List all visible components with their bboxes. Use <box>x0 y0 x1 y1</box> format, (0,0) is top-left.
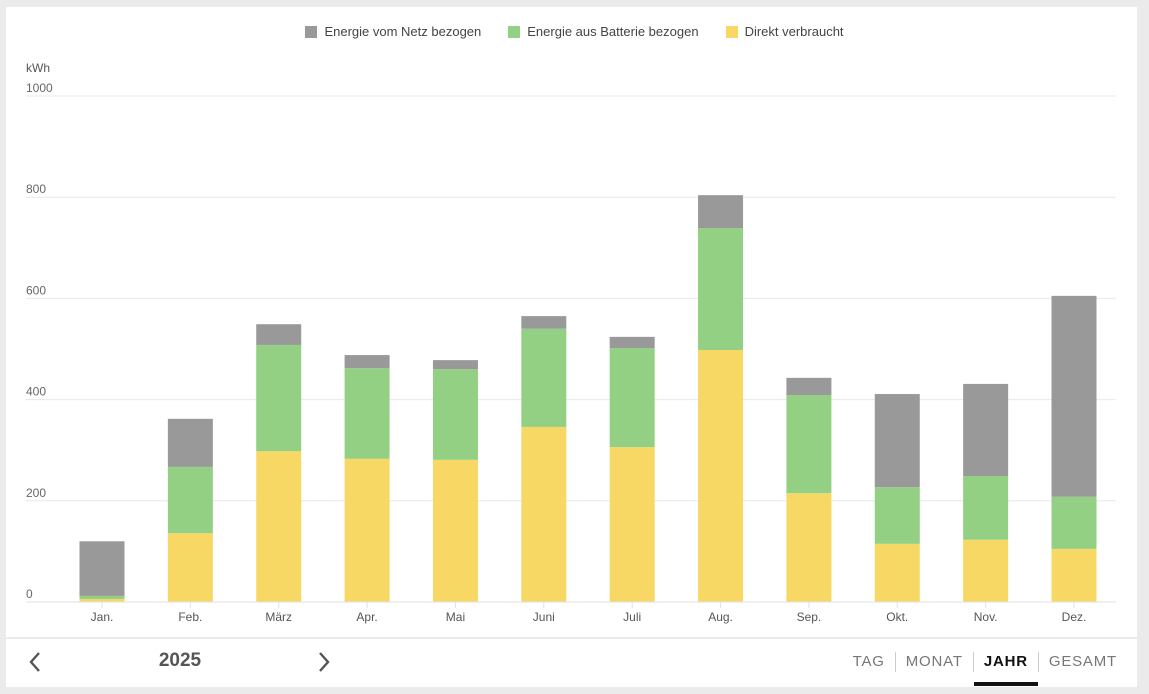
bar-segment[interactable] <box>1051 548 1097 602</box>
bar-segment[interactable] <box>963 476 1009 540</box>
bar-stack[interactable] <box>167 418 213 602</box>
bar-segment[interactable] <box>432 360 478 370</box>
footer-bar <box>6 639 1137 687</box>
bar-stack[interactable] <box>874 394 920 602</box>
legend-label-battery: Energie aus Batterie bezogen <box>527 24 699 39</box>
chevron-right-icon <box>319 652 330 672</box>
bar-segment[interactable] <box>874 543 920 602</box>
bar-segment[interactable] <box>521 316 567 329</box>
legend-swatch-grid <box>305 25 318 38</box>
bar-segment[interactable] <box>167 466 213 534</box>
x-tick-label: Sep. <box>797 610 822 624</box>
bar-stack[interactable] <box>432 360 478 602</box>
bar-segment[interactable] <box>698 228 744 351</box>
tab-divider <box>1037 652 1039 672</box>
x-tick-label: Feb. <box>178 610 202 624</box>
bar-segment[interactable] <box>786 493 832 602</box>
year-label: 2025 <box>158 650 202 671</box>
bar-stack[interactable] <box>79 541 125 602</box>
bar-segment[interactable] <box>1051 295 1097 497</box>
bar-stack[interactable] <box>698 195 744 602</box>
bar-segment[interactable] <box>963 539 1009 602</box>
y-tick-label: 0 <box>26 587 33 601</box>
bar-segment[interactable] <box>432 369 478 460</box>
tab-jahr[interactable]: JAHR <box>973 651 1038 686</box>
tab-gesamt[interactable]: GESAMT <box>1048 653 1117 670</box>
bar-segment[interactable] <box>79 598 125 602</box>
bar-segment[interactable] <box>963 383 1009 477</box>
bar-segment[interactable] <box>167 533 213 602</box>
y-tick-label: 1000 <box>26 81 53 95</box>
chevron-left-icon <box>29 652 40 672</box>
legend-label-grid: Energie vom Netz bezogen <box>324 24 482 39</box>
bar-stack[interactable] <box>609 336 655 602</box>
bar-segment[interactable] <box>344 355 390 369</box>
y-tick-label: 200 <box>26 486 46 500</box>
bar-segment[interactable] <box>79 595 125 599</box>
legend-swatch-battery <box>508 25 521 38</box>
x-tick-label: Nov. <box>974 610 998 624</box>
chart-legend: Energie vom Netz bezogen Energie aus Bat… <box>0 24 1149 39</box>
bar-segment[interactable] <box>786 395 832 494</box>
legend-item-battery[interactable]: Energie aus Batterie bezogen <box>508 24 699 39</box>
bar-stack[interactable] <box>963 383 1009 602</box>
previous-year-button[interactable] <box>24 648 48 676</box>
bar-segment[interactable] <box>698 350 744 602</box>
y-tick-label: 800 <box>26 182 46 196</box>
bar-segment[interactable] <box>874 394 920 488</box>
x-tick-label: März <box>265 610 292 624</box>
bar-segment[interactable] <box>256 451 302 602</box>
bar-segment[interactable] <box>609 447 655 602</box>
bar-segment[interactable] <box>609 347 655 448</box>
x-tick-label: Juni <box>533 610 555 624</box>
period-tabs: TAG MONAT JAHR GESAMT <box>843 651 1127 686</box>
bar-segment[interactable] <box>79 541 125 596</box>
legend-item-grid[interactable]: Energie vom Netz bezogen <box>305 24 481 39</box>
bar-segment[interactable] <box>609 336 655 348</box>
bar-segment[interactable] <box>521 328 567 427</box>
x-tick-label: Jan. <box>91 610 114 624</box>
legend-label-direct: Direkt verbraucht <box>744 24 844 39</box>
bar-segment[interactable] <box>167 418 213 467</box>
bar-segment[interactable] <box>432 459 478 602</box>
bar-stack[interactable] <box>344 355 390 602</box>
bar-segment[interactable] <box>698 195 744 229</box>
bar-segment[interactable] <box>786 377 832 396</box>
bar-stack[interactable] <box>256 324 302 602</box>
next-year-button[interactable] <box>311 648 335 676</box>
bar-segment[interactable] <box>256 344 302 452</box>
tab-tag[interactable]: TAG <box>852 653 885 670</box>
y-tick-label: 600 <box>26 283 46 297</box>
bar-segment[interactable] <box>1051 496 1097 549</box>
tab-divider <box>972 652 974 672</box>
bar-segment[interactable] <box>344 458 390 602</box>
tab-monat[interactable]: MONAT <box>905 653 963 670</box>
legend-swatch-direct <box>725 25 738 38</box>
bar-segment[interactable] <box>874 487 920 544</box>
legend-item-direct[interactable]: Direkt verbraucht <box>725 24 844 39</box>
tab-divider <box>894 652 896 672</box>
x-tick-label: Aug. <box>708 610 733 624</box>
x-tick-label: Apr. <box>356 610 377 624</box>
bar-segment[interactable] <box>256 324 302 345</box>
bar-segment[interactable] <box>344 368 390 459</box>
bar-stack[interactable] <box>1051 295 1097 602</box>
y-axis-unit-label: kWh <box>26 61 50 75</box>
x-tick-label: Juli <box>623 610 641 624</box>
x-tick-label: Mai <box>446 610 465 624</box>
x-tick-label: Okt. <box>886 610 908 624</box>
bar-segment[interactable] <box>521 426 567 602</box>
y-tick-label: 400 <box>26 385 46 399</box>
bar-stack[interactable] <box>786 377 832 602</box>
bar-stack[interactable] <box>521 316 567 602</box>
x-tick-label: Dez. <box>1062 610 1087 624</box>
stacked-bar-chart: kWh 0 200 400 600 800 1000 Jan. Feb. März Apr. Ma… <box>26 61 1116 624</box>
